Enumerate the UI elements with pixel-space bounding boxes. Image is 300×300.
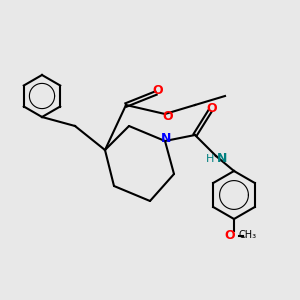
Text: N: N	[161, 131, 172, 145]
Text: O: O	[224, 229, 235, 242]
Text: O: O	[206, 101, 217, 115]
Text: N: N	[217, 152, 227, 166]
Text: H: H	[206, 154, 214, 164]
Text: O: O	[152, 83, 163, 97]
Text: O: O	[163, 110, 173, 124]
Text: CH₃: CH₃	[238, 230, 256, 241]
